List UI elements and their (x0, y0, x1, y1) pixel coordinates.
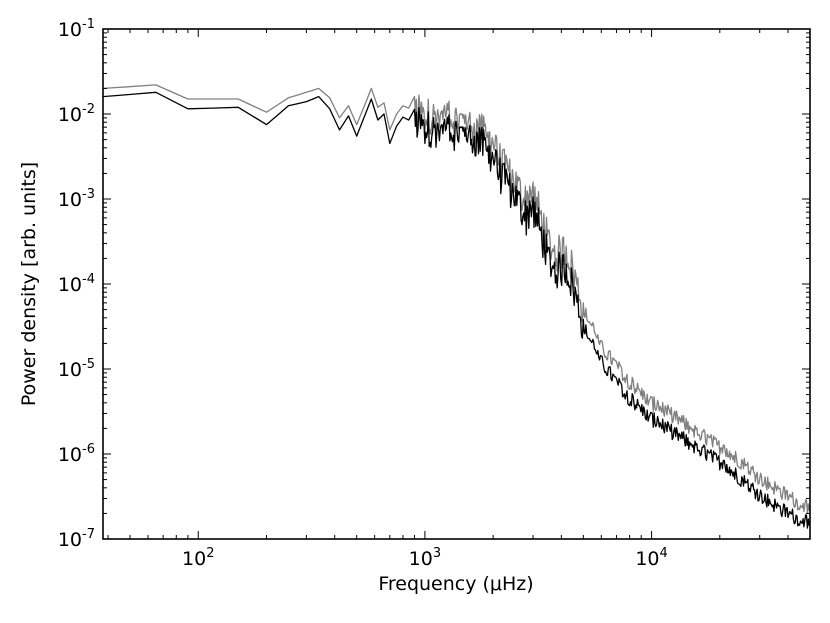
y-tick-label: 10-5 (58, 357, 95, 381)
y-tick-label: 10-6 (58, 442, 95, 466)
series-line-1 (102, 91, 811, 529)
y-tick-label: 10-7 (58, 527, 95, 551)
y-axis-label: Power density [arb. units] (18, 162, 40, 406)
x-tick-label: 103 (409, 546, 441, 570)
y-tick-label: 10-1 (58, 17, 95, 41)
y-tick-label: 10-4 (58, 272, 95, 296)
ticks-layer (103, 28, 811, 540)
y-tick-label: 10-3 (58, 187, 95, 211)
plot-frame (102, 28, 811, 540)
x-tick-label: 104 (635, 546, 667, 570)
series-layer (102, 84, 811, 529)
x-tick-label: 102 (182, 546, 214, 570)
x-axis-label: Frequency (μHz) (378, 573, 533, 595)
labels-layer: 102 103 104 10-7 10-6 10-5 10-4 10-3 10-2 10-1 (58, 17, 668, 570)
series-line-0 (102, 84, 811, 514)
y-tick-label: 10-2 (58, 102, 95, 126)
